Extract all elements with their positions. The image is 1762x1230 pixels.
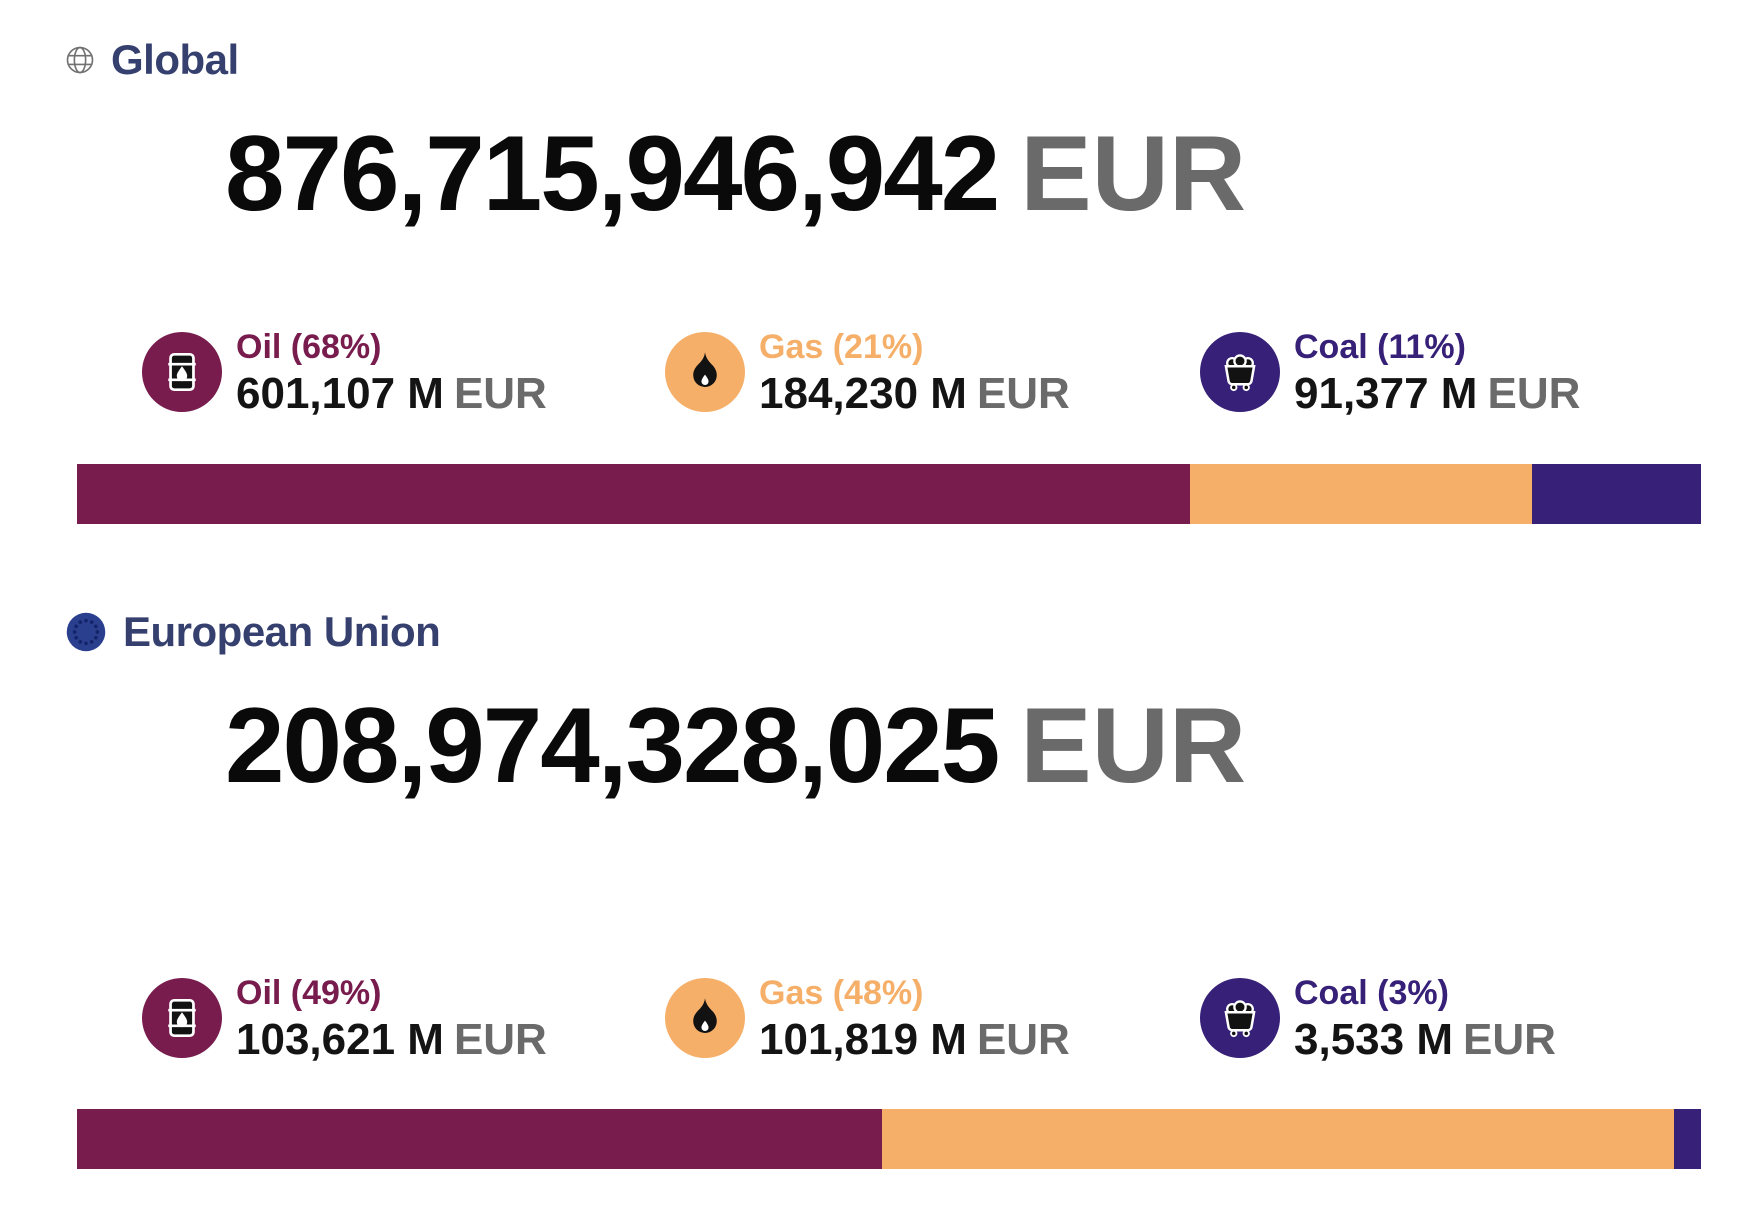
stat-text: Coal (11%) 91,377 M EUR (1294, 329, 1580, 417)
stat-value: 101,819 M EUR (759, 1017, 1070, 1063)
global-stats-row: Oil (68%) 601,107 M EUR Gas (21%) 184,230… (142, 329, 1701, 419)
eu-fuel-share-bar (77, 1109, 1701, 1169)
stat-text: Gas (21%) 184,230 M EUR (759, 329, 1070, 417)
globe-icon (65, 45, 95, 75)
bar-segment-oil (77, 1109, 883, 1169)
stat-amount: 601,107 M (236, 369, 444, 418)
stat-label: Coal (11%) (1294, 328, 1466, 366)
stat-text: Gas (48%) 101,819 M EUR (759, 975, 1070, 1063)
stat-currency: EUR (1462, 1015, 1556, 1064)
stat-coal: Coal (11%) 91,377 M EUR (1200, 329, 1580, 417)
total-currency: EUR (1020, 685, 1247, 805)
stat-currency: EUR (976, 1015, 1070, 1064)
eu-header: European Union (65, 608, 1701, 656)
global-fuel-share-bar (77, 464, 1701, 524)
bar-segment-oil (77, 464, 1191, 524)
stat-label: Oil (49%) (236, 974, 382, 1012)
section-title: European Union (123, 608, 441, 655)
stat-label: Coal (3%) (1294, 974, 1449, 1012)
stat-value: 3,533 M EUR (1294, 1017, 1556, 1063)
coal-cart-icon (1200, 978, 1280, 1058)
total-currency: EUR (1020, 113, 1247, 233)
stat-label: Gas (21%) (759, 328, 924, 366)
eu-flag-icon (65, 611, 107, 653)
stat-currency: EUR (453, 1015, 547, 1064)
eu-stats-row: Oil (49%) 103,621 M EUR Gas (48%) 101,819… (142, 975, 1701, 1065)
bar-segment-coal (1673, 1109, 1701, 1169)
section-global: Global 876,715,946,942 EUR Oil (68%) 601,… (66, 36, 1701, 524)
oil-barrel-icon (142, 332, 222, 412)
gas-flame-icon (665, 332, 745, 412)
bar-segment-gas (882, 1109, 1674, 1169)
stat-coal: Coal (3%) 3,533 M EUR (1200, 975, 1556, 1063)
stat-oil: Oil (68%) 601,107 M EUR (142, 329, 665, 417)
stat-amount: 103,621 M (236, 1015, 444, 1064)
stat-oil: Oil (49%) 103,621 M EUR (142, 975, 665, 1063)
stat-amount: 3,533 M (1294, 1015, 1453, 1064)
stat-gas: Gas (48%) 101,819 M EUR (665, 975, 1200, 1063)
coal-cart-icon (1200, 332, 1280, 412)
section-european-union: European Union 208,974,328,025 EUR Oil (4… (66, 608, 1701, 1169)
total-value: 208,974,328,025 (225, 685, 1000, 805)
stat-amount: 101,819 M (759, 1015, 967, 1064)
section-title: Global (111, 36, 239, 83)
bar-segment-gas (1190, 464, 1532, 524)
global-total-amount: 876,715,946,942 EUR (225, 120, 1701, 227)
oil-barrel-icon (142, 978, 222, 1058)
stat-currency: EUR (976, 369, 1070, 418)
stat-value: 601,107 M EUR (236, 371, 547, 417)
stat-text: Oil (49%) 103,621 M EUR (236, 975, 547, 1063)
stat-value: 184,230 M EUR (759, 371, 1070, 417)
stat-amount: 91,377 M (1294, 369, 1478, 418)
stat-amount: 184,230 M (759, 369, 967, 418)
stat-value: 91,377 M EUR (1294, 371, 1580, 417)
stat-gas: Gas (21%) 184,230 M EUR (665, 329, 1200, 417)
stat-currency: EUR (453, 369, 547, 418)
stat-label: Oil (68%) (236, 328, 382, 366)
total-value: 876,715,946,942 (225, 113, 1000, 233)
global-header: Global (65, 36, 1701, 84)
stat-currency: EUR (1487, 369, 1581, 418)
eu-total-amount: 208,974,328,025 EUR (225, 692, 1701, 799)
gas-flame-icon (665, 978, 745, 1058)
stat-value: 103,621 M EUR (236, 1017, 547, 1063)
stat-text: Oil (68%) 601,107 M EUR (236, 329, 547, 417)
bar-segment-coal (1531, 464, 1701, 524)
stat-text: Coal (3%) 3,533 M EUR (1294, 975, 1556, 1063)
stat-label: Gas (48%) (759, 974, 924, 1012)
